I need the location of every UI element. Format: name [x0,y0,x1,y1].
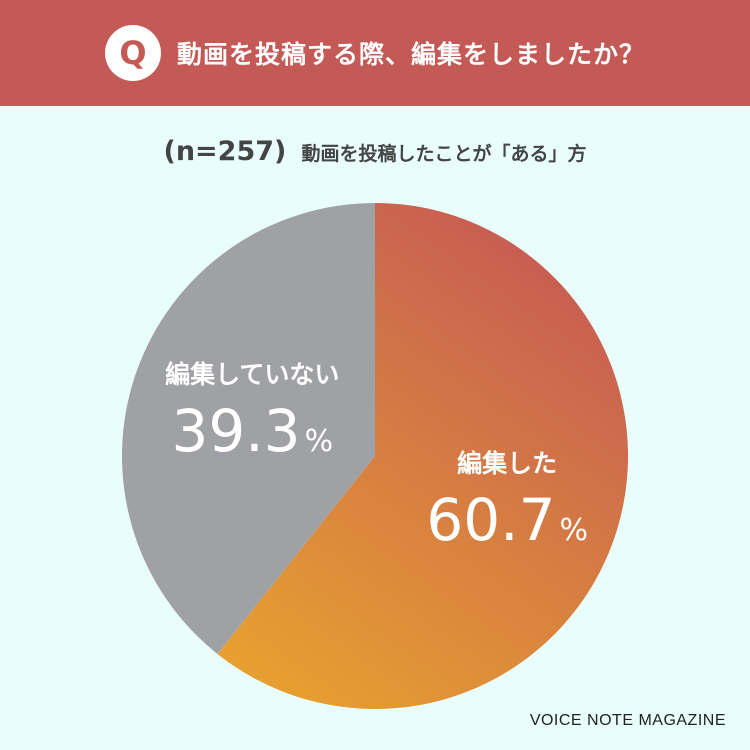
pie-slice-edited [217,203,628,709]
respondent-description: 動画を投稿したことが「ある」方 [301,143,587,165]
slice-value-label: 60.7% [426,486,588,554]
brand-credit: VOICE NOTE MAGAZINE [529,712,726,729]
slice-category-label: 編集していない [165,360,339,389]
question-header: Q 動画を投稿する際、編集をしましたか？ [0,0,750,106]
chart-subtitle: (n=257) 動画を投稿したことが「ある」方 [0,136,750,167]
q-badge: Q [104,25,161,81]
question-text: 動画を投稿する際、編集をしましたか？ [176,40,645,69]
sample-size: (n=257) [163,136,287,167]
slice-category-label: 編集した [457,449,557,478]
pie-slice-not-edited [121,202,375,654]
slice-value-label: 39.3% [171,397,333,465]
